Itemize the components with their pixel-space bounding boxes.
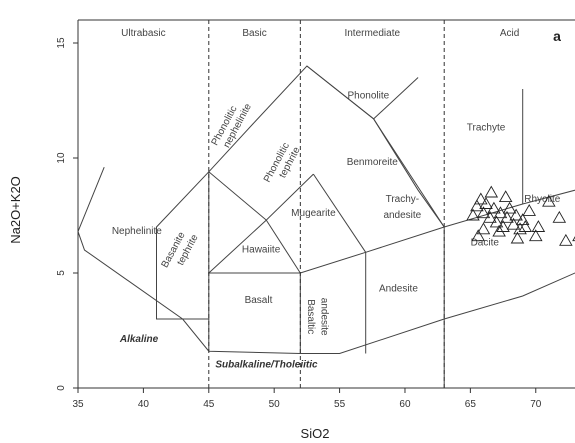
field-label-8: Basalt: [245, 295, 273, 306]
class-labels: Ultrabasic Basic Intermediate Acid: [121, 28, 519, 39]
sample-point-5: [483, 210, 497, 223]
sample-point-17: [476, 222, 491, 235]
sample-point-19: [492, 224, 506, 237]
x-tick-label-55: 55: [334, 399, 346, 410]
sample-point-29: [498, 190, 513, 203]
sample-point-4: [479, 197, 493, 209]
field-label-4: Trachy-: [386, 194, 420, 205]
sample-point-22: [542, 194, 556, 207]
field-label-10: Basaltic: [305, 299, 316, 334]
sample-point-7: [489, 215, 504, 228]
sample-point-20: [510, 231, 525, 244]
field-label-18: Rhyolite: [524, 194, 561, 205]
field-label-1: Trachyte: [467, 123, 506, 134]
x-tick-label-70: 70: [530, 399, 542, 410]
sample-points: [466, 185, 575, 246]
sample-point-23: [559, 233, 573, 246]
x-tick-label-60: 60: [399, 399, 411, 410]
panel-letter: a: [553, 28, 561, 44]
field-boundary-line-2: [156, 189, 575, 320]
sample-point-26: [531, 220, 546, 232]
class-label-2: Intermediate: [344, 28, 400, 39]
series-labels: Alkaline Subalkaline/Tholeiitic: [119, 334, 318, 370]
field-boundary-line-3: [78, 167, 575, 354]
sample-point-24: [484, 185, 499, 198]
classification-guides: [208, 20, 445, 388]
y-tick-label-15: 15: [56, 37, 67, 49]
x-tick-label-50: 50: [269, 399, 281, 410]
sample-point-15: [515, 213, 530, 226]
field-label-11: andesite: [318, 298, 329, 336]
sample-point-3: [476, 206, 491, 219]
x-tick-label-35: 35: [72, 399, 84, 410]
field-label-6: Hawaiite: [242, 245, 281, 256]
sample-point-14: [513, 222, 527, 235]
field-label-5: andesite: [383, 210, 421, 221]
axes: 35 40 45 50 55 60 65 70 0 5 10 15: [56, 19, 575, 410]
field-boundary-line-9: [373, 77, 419, 120]
field-label-7: Nephelinite: [112, 226, 162, 237]
sample-point-0: [466, 208, 480, 221]
y-axis-title: Na2O+K2O: [8, 176, 23, 244]
series-label-0: Alkaline: [119, 334, 159, 345]
sample-point-11: [502, 201, 517, 214]
field-boundary-line-10: [208, 170, 314, 275]
sample-point-16: [518, 220, 533, 232]
series-label-1: Subalkaline/Tholeiitic: [215, 359, 318, 370]
sample-point-18: [471, 229, 485, 242]
sample-point-21: [528, 229, 543, 242]
sample-point-8: [493, 206, 508, 219]
y-tick-label-0: 0: [56, 385, 67, 391]
field-label-2: Benmoreite: [347, 157, 399, 168]
field-label-0: Phonolite: [348, 91, 390, 102]
x-tick-label-40: 40: [138, 399, 150, 410]
sample-point-28: [552, 210, 567, 223]
class-label-0: Ultrabasic: [121, 28, 165, 39]
sample-point-6: [487, 201, 501, 214]
field-boundary-line-11: [312, 173, 367, 253]
sample-point-12: [506, 217, 521, 230]
sample-point-1: [470, 199, 484, 212]
field-boundary-line-4: [156, 65, 445, 352]
x-axis-title: SiO2: [301, 426, 330, 441]
class-label-3: Acid: [500, 28, 519, 39]
x-tick-label-45: 45: [203, 399, 215, 410]
sample-point-9: [496, 220, 510, 232]
field-label-19: Dacite: [471, 238, 500, 249]
field-boundary-line-12: [265, 219, 301, 274]
sample-point-25: [522, 203, 536, 216]
field-label-9: Andesite: [379, 284, 418, 295]
sample-point-13: [509, 208, 523, 221]
sample-point-2: [474, 192, 488, 205]
field-label-3: Mugearite: [291, 208, 336, 219]
y-tick-label-10: 10: [56, 152, 67, 164]
sample-point-10: [500, 210, 514, 223]
x-tick-label-65: 65: [465, 399, 477, 410]
y-tick-label-5: 5: [56, 270, 67, 276]
class-label-1: Basic: [242, 28, 266, 39]
